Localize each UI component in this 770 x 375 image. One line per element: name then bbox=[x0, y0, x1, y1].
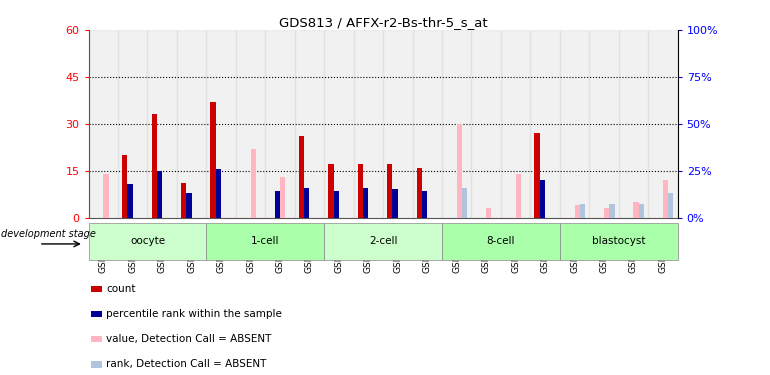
Bar bbox=[250, 149, 256, 217]
Bar bbox=[324, 224, 442, 260]
Bar bbox=[457, 124, 462, 218]
Bar bbox=[604, 208, 609, 218]
Bar bbox=[442, 224, 560, 260]
Bar bbox=[236, 30, 265, 217]
Bar bbox=[663, 180, 668, 218]
Bar bbox=[383, 30, 413, 217]
Bar bbox=[304, 188, 310, 218]
Bar bbox=[413, 30, 442, 217]
Bar bbox=[580, 204, 585, 218]
Text: 8-cell: 8-cell bbox=[487, 236, 515, 246]
Bar bbox=[387, 164, 393, 218]
Bar bbox=[471, 30, 501, 217]
Bar bbox=[122, 155, 127, 218]
Bar bbox=[324, 30, 353, 217]
Bar bbox=[648, 30, 678, 217]
Bar bbox=[181, 183, 186, 218]
Bar bbox=[501, 30, 531, 217]
Bar bbox=[280, 177, 286, 218]
Bar bbox=[186, 193, 192, 217]
Text: 2-cell: 2-cell bbox=[369, 236, 397, 246]
Bar bbox=[609, 204, 614, 218]
Bar bbox=[486, 208, 491, 218]
Bar bbox=[560, 224, 678, 260]
Bar bbox=[363, 188, 368, 218]
Bar bbox=[89, 30, 118, 217]
Bar bbox=[89, 224, 206, 260]
Bar bbox=[275, 191, 280, 217]
Bar bbox=[148, 30, 177, 217]
Bar bbox=[634, 202, 639, 217]
Bar bbox=[206, 30, 236, 217]
Text: rank, Detection Call = ABSENT: rank, Detection Call = ABSENT bbox=[106, 360, 266, 369]
Bar bbox=[422, 191, 427, 217]
Bar bbox=[210, 102, 216, 218]
Text: percentile rank within the sample: percentile rank within the sample bbox=[106, 309, 282, 319]
Bar bbox=[574, 205, 580, 218]
Bar bbox=[442, 30, 471, 217]
Bar bbox=[206, 224, 324, 260]
Bar bbox=[358, 164, 363, 218]
Bar bbox=[157, 171, 162, 217]
Bar bbox=[152, 114, 157, 218]
Bar bbox=[328, 164, 333, 218]
Bar bbox=[353, 30, 383, 217]
Text: value, Detection Call = ABSENT: value, Detection Call = ABSENT bbox=[106, 334, 272, 344]
Bar bbox=[333, 191, 339, 217]
Bar bbox=[560, 30, 589, 217]
Text: 1-cell: 1-cell bbox=[251, 236, 280, 246]
Bar bbox=[531, 30, 560, 217]
Bar bbox=[619, 30, 648, 217]
Bar bbox=[266, 30, 295, 217]
Bar bbox=[295, 30, 324, 217]
Bar bbox=[393, 189, 398, 217]
Bar bbox=[177, 30, 206, 217]
Title: GDS813 / AFFX-r2-Bs-thr-5_s_at: GDS813 / AFFX-r2-Bs-thr-5_s_at bbox=[279, 16, 487, 29]
Bar bbox=[91, 362, 102, 368]
Bar bbox=[127, 184, 132, 218]
Bar bbox=[118, 30, 148, 217]
Bar bbox=[534, 133, 540, 218]
Bar bbox=[91, 286, 102, 292]
Bar bbox=[91, 336, 102, 342]
Bar bbox=[516, 174, 521, 217]
Bar bbox=[639, 204, 644, 218]
Text: count: count bbox=[106, 284, 136, 294]
Bar bbox=[540, 180, 545, 218]
Text: oocyte: oocyte bbox=[130, 236, 165, 246]
Bar bbox=[589, 30, 619, 217]
Bar bbox=[299, 136, 304, 218]
Bar bbox=[462, 188, 467, 218]
Bar bbox=[103, 174, 109, 217]
Text: development stage: development stage bbox=[1, 230, 95, 239]
Bar bbox=[417, 168, 422, 217]
Bar bbox=[91, 311, 102, 317]
Bar bbox=[216, 169, 221, 217]
Bar bbox=[668, 193, 674, 217]
Text: blastocyst: blastocyst bbox=[592, 236, 645, 246]
